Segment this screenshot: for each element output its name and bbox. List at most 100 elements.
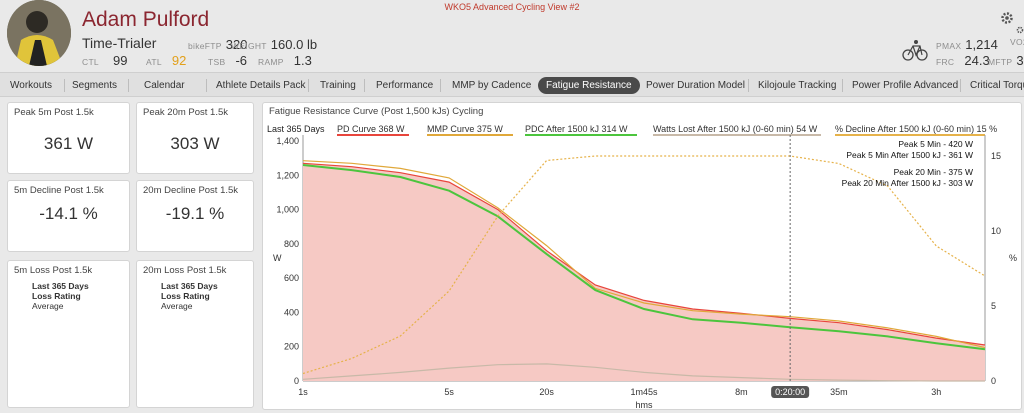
chart-title: Fatigue Resistance Curve (Post 1,500 kJs… (269, 106, 484, 117)
tab-mmp-by-cadence[interactable]: MMP by Cadence (452, 80, 532, 91)
stat-label: VO2 (1010, 37, 1024, 47)
tab-divider (440, 79, 441, 92)
card-title: 20m Loss Post 1.5k (143, 265, 227, 276)
period-text: Last 365 Days (161, 281, 218, 291)
stat-value: 160.0 lb (270, 37, 318, 52)
tab-workouts[interactable]: Workouts (10, 80, 53, 91)
tab-training[interactable]: Training (320, 80, 356, 91)
card-line-rating-label: Loss Rating (161, 291, 210, 301)
legend-entry: % Decline After 1500 kJ (0-60 min) 15 % (835, 124, 997, 134)
card-decline-20m[interactable]: 20m Decline Post 1.5k -19.1 % (136, 180, 254, 252)
small-gear-icon[interactable] (1016, 21, 1024, 39)
stat-label: WEIGHT (231, 41, 267, 51)
tab-divider (842, 79, 843, 92)
stat-label: RAMP (258, 57, 284, 67)
tab-divider (960, 79, 961, 92)
tab-fatigue-resistance[interactable]: Fatigue Resistance (538, 77, 640, 94)
card-value: 303 W (170, 134, 220, 153)
series-line (302, 162, 986, 346)
stat-label: bikeFTP (188, 41, 222, 51)
tab-segments[interactable]: Segments (72, 80, 118, 91)
y-axis-label: W (273, 253, 282, 263)
card-title: 5m Decline Post 1.5k (14, 185, 104, 196)
card-peak-20m[interactable]: Peak 20m Post 1.5k 303 W (136, 102, 254, 174)
athlete-name[interactable]: Adam Pulford (82, 8, 210, 31)
stat-label: PMAX (936, 41, 962, 51)
stat-label: MFTP (988, 57, 1013, 67)
gear-icon[interactable] (1000, 11, 1014, 30)
card-line-rating: Average (161, 301, 193, 311)
series-line (302, 164, 986, 351)
y-tick-label: 800 (284, 239, 299, 249)
chart-annotation: Peak 20 Min - 375 W (894, 167, 973, 177)
card-line-period: Last 365 Days (161, 281, 218, 291)
athlete-type: Time-Trialer (82, 35, 157, 51)
stat-label: TSB (208, 57, 226, 67)
stat-value: 3 (1016, 53, 1024, 68)
stat-weight: WEIGHT 160.0 lb (231, 37, 317, 52)
card-decline-5m[interactable]: 5m Decline Post 1.5k -14.1 % (7, 180, 130, 252)
fatigue-resistance-chart-panel: Fatigue Resistance Curve (Post 1,500 kJs… (262, 102, 1022, 410)
stat-value: 24.3 (964, 53, 990, 68)
legend-entry: MMP Curve 375 W (427, 124, 503, 134)
card-loss-5m[interactable]: 5m Loss Post 1.5k Last 365 Days Loss Rat… (7, 260, 130, 408)
tab-divider (64, 79, 65, 92)
tab-power-profile-advanced[interactable]: Power Profile Advanced (852, 80, 959, 91)
x-axis-label: hms (635, 400, 653, 410)
stat-vo2: VO2 (1010, 37, 1024, 47)
card-line-period: Last 365 Days (32, 281, 89, 291)
athlete-avatar (7, 0, 71, 66)
y2-tick-label: 5 (991, 301, 996, 311)
y2-tick-label: 15 (991, 151, 1001, 161)
series-line (302, 363, 985, 382)
tab-divider (308, 79, 309, 92)
card-loss-20m[interactable]: 20m Loss Post 1.5k Last 365 Days Loss Ra… (136, 260, 254, 408)
chart-annotation: Peak 5 Min After 1500 kJ - 361 W (846, 150, 973, 160)
stat-ramp: RAMP 1.3 (258, 53, 312, 68)
stat-value: -6 (235, 53, 247, 68)
stat-bikeftp: bikeFTP 320 (188, 37, 247, 52)
tab-divider (128, 79, 129, 92)
y-tick-label: 1,200 (276, 170, 299, 180)
stat-pmax: PMAX 1,214 (936, 37, 998, 52)
x-tick-label: 8m (735, 387, 748, 397)
y-tick-label: 1,000 (276, 205, 299, 215)
rating-label-text: Loss Rating (161, 291, 210, 301)
legend-entry: PDC After 1500 kJ 314 W (525, 124, 628, 134)
x-tick-label: 35m (830, 387, 848, 397)
legend-entry: PD Curve 368 W (337, 124, 405, 134)
rating-label-text: Loss Rating (32, 291, 81, 301)
tab-athlete-details-pack[interactable]: Athlete Details Pack (216, 80, 306, 91)
tab-calendar[interactable]: Calendar (144, 80, 185, 91)
stat-label: FRC (936, 57, 955, 67)
card-title: 20m Decline Post 1.5k (143, 185, 239, 196)
card-value: -19.1 % (165, 204, 225, 223)
stat-mftp: MFTP 3 (988, 53, 1024, 68)
cursor-label-bg (771, 386, 810, 398)
stat-frc: FRC 24.3 (936, 53, 990, 68)
tab-kilojoule-tracking[interactable]: Kilojoule Tracking (758, 80, 837, 91)
tab-critical-torque[interactable]: Critical Torque (970, 80, 1024, 91)
card-peak-5m[interactable]: Peak 5m Post 1.5k 361 W (7, 102, 130, 174)
y-tick-label: 200 (284, 342, 299, 352)
legend-entry: Watts Lost After 1500 kJ (0-60 min) 54 W (653, 124, 818, 134)
y2-axis-label: % (1009, 253, 1017, 263)
fatigue-resistance-chart[interactable]: Last 365 Days PD Curve 368 W MMP Curve 375… (263, 103, 1023, 411)
stat-value: 320 (225, 37, 248, 52)
chart-annotation: Peak 20 Min After 1500 kJ - 303 W (842, 178, 973, 188)
x-tick-label: 20s (539, 387, 554, 397)
x-tick-label: 1s (298, 387, 308, 397)
tab-performance[interactable]: Performance (376, 80, 434, 91)
stat-value: 92 (171, 53, 187, 68)
tab-power-duration-model[interactable]: Power Duration Model (646, 80, 745, 91)
app-title: WKO5 Advanced Cycling View #2 (444, 2, 580, 12)
tab-divider (364, 79, 365, 92)
card-line-rating: Average (32, 301, 64, 311)
x-tick-label: 5s (444, 387, 454, 397)
card-value: -14.1 % (39, 204, 98, 223)
y-tick-label: 400 (284, 307, 299, 317)
x-tick-label: 3h (931, 387, 941, 397)
period-text: Last 365 Days (32, 281, 89, 291)
x-tick-label: 1m45s (630, 387, 658, 397)
y2-tick-label: 0 (991, 376, 996, 386)
